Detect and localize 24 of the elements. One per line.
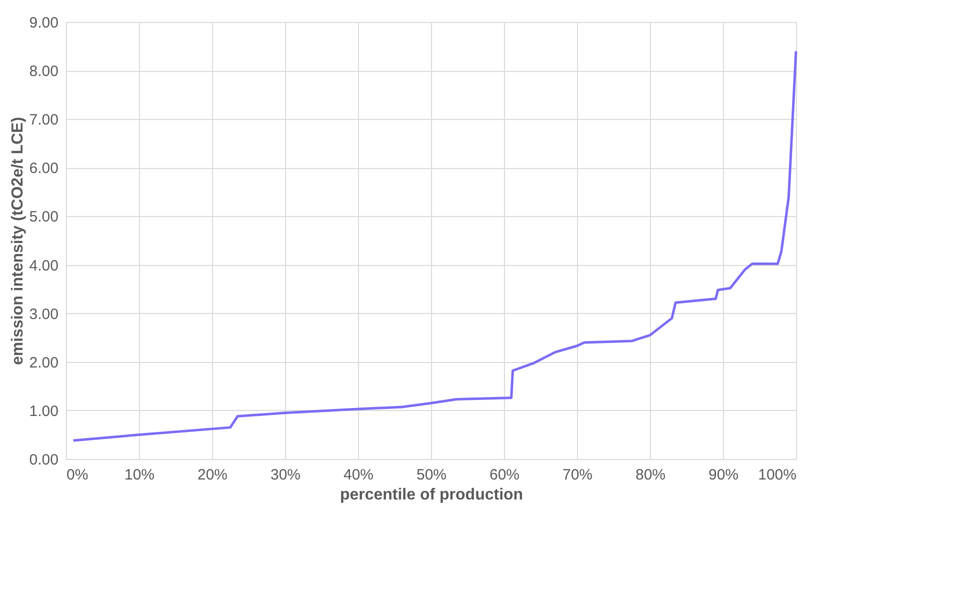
y-axis-title: emission intensity (tCO2e/t LCE)	[9, 116, 26, 366]
x-tick-label: 50%	[416, 466, 447, 484]
line-series	[72, 50, 798, 442]
y-tick-label: 5.00	[29, 208, 58, 226]
x-tick-label: 20%	[197, 466, 228, 484]
x-axis-title: percentile of production	[340, 486, 524, 504]
x-tick-label: 40%	[343, 466, 374, 484]
x-tick-label: 0%	[66, 466, 88, 484]
x-tick-label: 60%	[489, 466, 520, 484]
y-tick-label: 9.00	[29, 14, 58, 32]
x-tick-label: 70%	[562, 466, 593, 484]
x-tick-label: 30%	[270, 466, 301, 484]
x-tick-label: 10%	[124, 466, 155, 484]
y-tick-label: 6.00	[29, 160, 58, 178]
y-tick-label: 8.00	[29, 63, 58, 80]
x-tick-label: 100%	[758, 466, 796, 484]
x-tick-label: 80%	[635, 466, 666, 484]
y-tick-label: 0.00	[29, 452, 58, 468]
x-tick-label: 90%	[708, 466, 739, 484]
y-tick-label: 7.00	[29, 112, 58, 129]
y-tick-label: 1.00	[29, 402, 58, 420]
y-tick-label: 4.00	[29, 257, 58, 274]
y-tick-label: 3.00	[29, 306, 58, 323]
y-tick-label: 2.00	[29, 354, 58, 372]
